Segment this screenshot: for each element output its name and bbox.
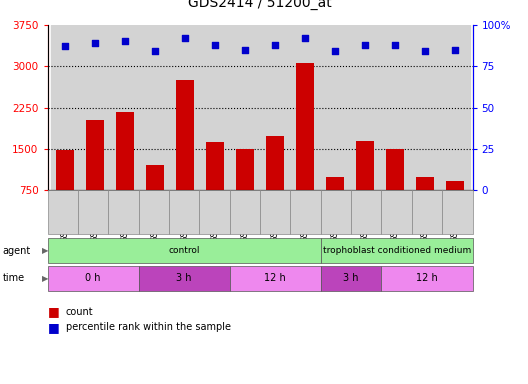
Bar xyxy=(170,25,200,190)
Bar xyxy=(266,136,284,190)
Bar xyxy=(116,112,134,190)
Text: ▶: ▶ xyxy=(42,274,48,283)
Point xyxy=(151,48,159,55)
Bar xyxy=(320,25,350,190)
Bar xyxy=(230,25,260,190)
Point xyxy=(271,42,279,48)
Text: trophoblast conditioned medium: trophoblast conditioned medium xyxy=(323,246,471,255)
Point xyxy=(391,42,399,48)
Point xyxy=(181,35,190,41)
Text: 0 h: 0 h xyxy=(86,273,101,283)
Bar xyxy=(290,25,320,190)
Text: 12 h: 12 h xyxy=(416,273,438,283)
Text: ▶: ▶ xyxy=(42,246,48,255)
Point xyxy=(211,42,219,48)
Bar xyxy=(110,25,140,190)
Point xyxy=(361,42,369,48)
Bar xyxy=(87,120,105,190)
Point xyxy=(61,43,70,50)
Point xyxy=(301,35,309,41)
Bar xyxy=(51,25,80,190)
Bar xyxy=(176,80,194,190)
Point xyxy=(91,40,100,46)
Point xyxy=(241,46,249,53)
Text: 3 h: 3 h xyxy=(176,273,192,283)
Text: percentile rank within the sample: percentile rank within the sample xyxy=(66,322,231,332)
Bar xyxy=(356,141,374,190)
Text: ■: ■ xyxy=(48,305,59,318)
Point xyxy=(331,48,339,55)
Bar xyxy=(440,25,469,190)
Bar xyxy=(200,25,230,190)
Text: GDS2414 / 51200_at: GDS2414 / 51200_at xyxy=(188,0,332,10)
Text: count: count xyxy=(66,307,93,317)
Point xyxy=(450,46,459,53)
Bar xyxy=(296,63,314,190)
Bar xyxy=(350,25,380,190)
Text: 3 h: 3 h xyxy=(343,273,359,283)
Point xyxy=(121,38,129,45)
Text: 12 h: 12 h xyxy=(265,273,286,283)
Bar xyxy=(326,177,344,190)
Bar xyxy=(410,25,440,190)
Bar xyxy=(260,25,290,190)
Bar xyxy=(446,181,464,190)
Bar xyxy=(206,142,224,190)
Bar xyxy=(380,25,410,190)
Bar xyxy=(416,177,433,190)
Text: control: control xyxy=(168,246,200,255)
Bar xyxy=(56,150,74,190)
Text: ■: ■ xyxy=(48,321,59,334)
Text: agent: agent xyxy=(3,245,31,256)
Bar xyxy=(236,149,254,190)
Text: time: time xyxy=(3,273,25,283)
Bar xyxy=(146,165,164,190)
Bar xyxy=(140,25,170,190)
Point xyxy=(420,48,429,55)
Bar xyxy=(386,149,404,190)
Bar xyxy=(80,25,110,190)
